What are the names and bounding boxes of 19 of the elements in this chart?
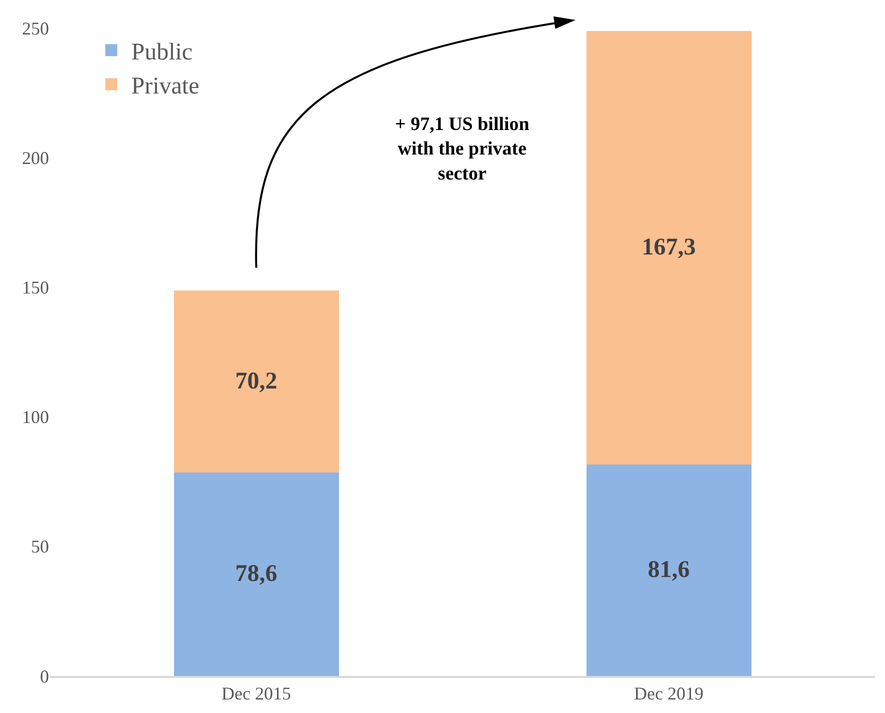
y-tick-label: 150 — [22, 278, 49, 298]
legend-label: Private — [131, 74, 200, 100]
data-label: 70,2 — [235, 368, 278, 394]
data-label: 78,6 — [235, 561, 278, 588]
y-tick-label: 0 — [40, 666, 49, 686]
y-tick-label: 50 — [31, 536, 49, 557]
legend-label: Public — [131, 39, 193, 66]
bar — [586, 464, 752, 676]
x-tick-label: Dec 2019 — [634, 683, 704, 704]
y-tick-label: 100 — [22, 407, 49, 428]
bar — [174, 290, 339, 472]
y-tick-label: 200 — [22, 148, 49, 168]
x-tick-label: Dec 2015 — [222, 683, 291, 704]
y-tick-label: 250 — [22, 18, 49, 38]
annotation: + 97,1 US billion with the private sector — [395, 114, 530, 184]
bar — [586, 30, 752, 464]
bar — [174, 472, 339, 676]
data-label: 81,6 — [648, 557, 690, 584]
data-label: 167,3 — [642, 234, 696, 261]
